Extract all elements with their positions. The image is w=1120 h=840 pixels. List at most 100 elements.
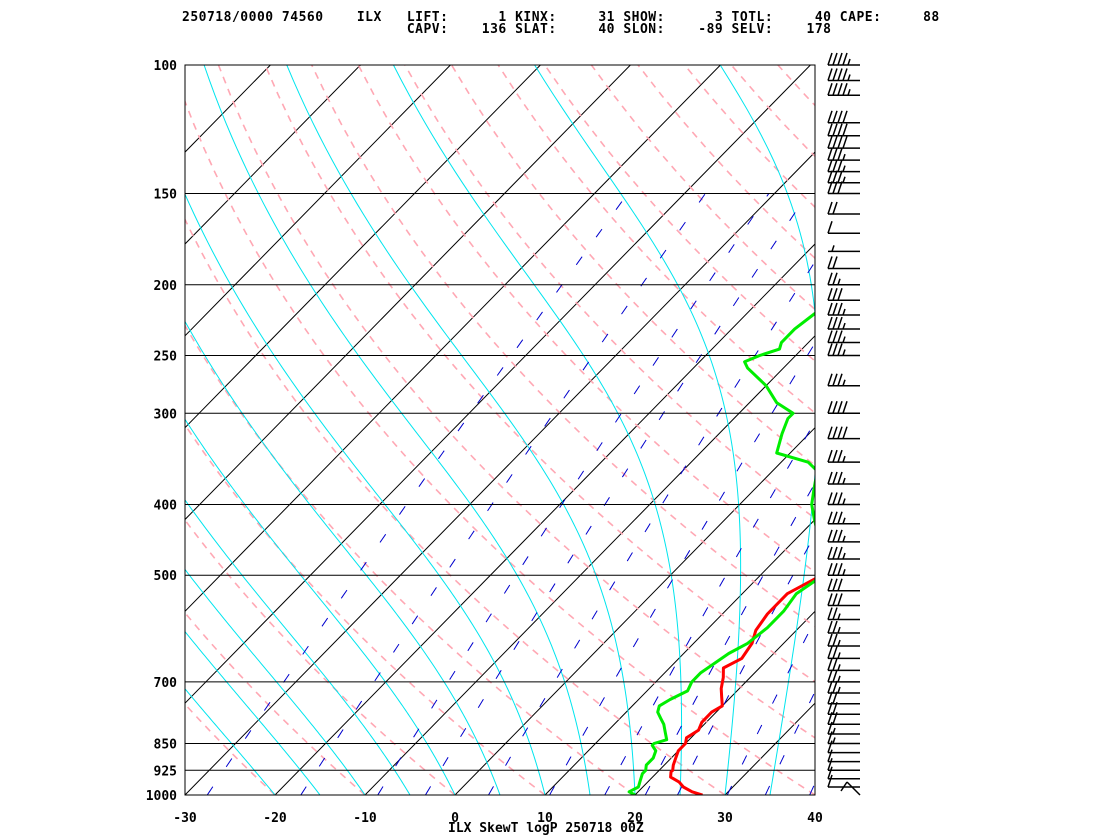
wind-barb [832,727,836,735]
wind-barb [827,620,833,634]
wind-barb [827,633,833,647]
wind-barb [832,170,838,184]
wind-barb [837,373,843,386]
wind-barb [837,278,841,285]
wind-barb [827,492,833,505]
wind-barb [827,740,833,753]
wind-barb [832,680,838,694]
wind-barb [837,135,843,149]
pressure-label: 1000 [146,789,177,804]
temperature-tick-label: 10 [537,811,553,826]
pressure-label: 300 [154,407,178,422]
wind-barb [832,578,838,591]
wind-barb [837,686,841,694]
wind-barb [842,477,846,485]
temperature-profile [669,577,815,795]
wind-barb [837,471,843,485]
wind-barb [842,426,848,439]
wind-barb [832,82,838,96]
pressure-label: 500 [154,569,178,584]
wind-barb [832,272,838,285]
wind-barb [842,110,848,124]
moist-adiabat-line [185,688,276,795]
wind-barb [837,123,843,136]
wind-barb [837,426,843,439]
header-line-1: 250718/0000 74560 ILX LIFT: 1 KINX: 31 S… [182,10,940,25]
plot-frame [184,64,816,796]
wind-barb [842,535,846,543]
wind-barb [842,82,848,96]
wind-barb [827,316,833,330]
isotherm-line [0,65,90,795]
pressure-label: 925 [154,764,177,779]
wind-barb [827,593,833,606]
wind-barb [847,74,851,81]
pressure-label: 250 [154,349,178,364]
wind-barb [827,68,833,81]
moist-adiabat-line [185,193,546,795]
wind-barb [837,330,843,343]
dry-adiabat-line [450,65,815,467]
wind-barb [837,578,843,591]
wind-barb [832,123,838,136]
wind-barb [837,287,843,301]
dry-adiabat-line [310,65,815,628]
wind-barb [832,373,838,386]
wind-barb [827,426,833,439]
mixing-ratio-line [809,782,815,795]
wind-barb [832,737,836,744]
temperature-tick-label: -20 [263,811,287,826]
wind-barb [837,563,843,576]
wind-barb [832,633,838,647]
dry-adiabat-line [637,65,815,260]
wind-barb [842,569,846,576]
chart-title: ILX SkewT logP 250718 00Z [448,821,644,836]
wind-barb [827,749,833,762]
moist-adiabat-line [719,65,815,795]
isotherm-line [185,65,721,613]
wind-barb [842,135,848,149]
wind-barb [827,449,833,463]
wind-barbs [827,52,861,796]
wind-barb [832,159,838,172]
wind-barb [827,52,833,66]
wind-barb [827,401,833,414]
wind-barb [837,626,841,634]
wind-barb [827,758,833,771]
dry-adiabat-line [185,423,546,795]
dry-adiabat-line [544,65,815,363]
wind-barb [837,546,843,560]
wind-barb [827,658,833,671]
dry-adiabat-line [590,65,815,311]
wind-barb [842,176,846,184]
wind-barb [827,646,833,659]
wind-barb [827,82,833,96]
pressure-label: 150 [154,188,178,203]
wind-barb [827,272,833,285]
dry-adiabat-line [730,65,815,158]
wind-barb [837,52,843,66]
wind-barb [842,322,846,330]
temperature-tick-label: 0 [451,811,459,826]
wind-barb [827,220,833,234]
wind-barb [832,330,838,343]
header-line-2: CAPV: 136 SLAT: 40 SLON: -89 SELV: 178 [182,22,832,37]
dry-adiabat-line [404,65,815,520]
wind-barb [837,664,841,671]
wind-barb [832,201,838,215]
moist-adiabat-line [393,65,683,795]
wind-barb [837,639,841,647]
wind-barb [832,343,838,356]
dry-adiabat-line [185,703,276,795]
wind-barb [842,52,848,66]
wind-barb [832,426,838,439]
wind-barb [827,159,833,172]
moist-adiabat-line [203,65,591,795]
wind-barb [837,593,843,606]
wind-barb [827,471,833,485]
wind-barb [832,669,838,683]
wind-barb [837,147,843,161]
wind-barb [827,302,833,316]
wind-barb [832,563,838,576]
